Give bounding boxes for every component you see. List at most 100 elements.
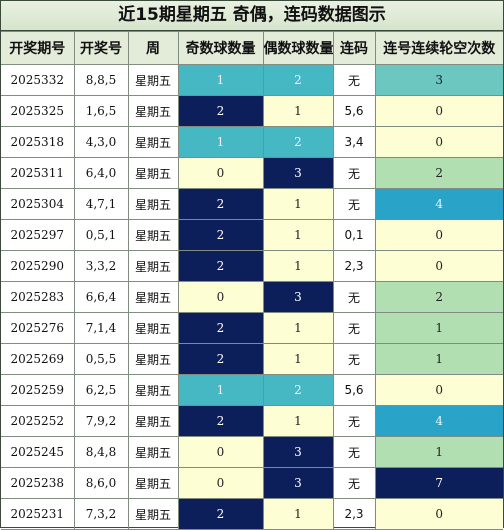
cell-weekday: 星期五 <box>127 343 179 375</box>
col-header-odd-count: 奇数球数量 <box>177 31 264 65</box>
table-row: 2025259 6,2,5 星期五 1 2 5,6 0 <box>1 374 503 406</box>
cell-numbers: 0,5,5 <box>73 343 129 375</box>
cell-issue: 2025283 <box>1 281 75 313</box>
table-row: 2025276 7,1,4 星期五 2 1 无 1 <box>1 312 503 344</box>
cell-issue: 2025276 <box>1 312 75 344</box>
cell-odd-count: 1 <box>177 126 264 158</box>
col-header-gap-streak: 连号连续轮空次数 <box>374 31 503 65</box>
cell-issue: 2025238 <box>1 467 75 499</box>
cell-odd-count: 1 <box>177 64 264 96</box>
cell-even-count: 1 <box>262 188 334 220</box>
page-title: 近15期星期五 奇偶，连码数据图示 <box>1 1 503 31</box>
cell-even-count: 1 <box>262 95 334 127</box>
cell-gap-streak: 1 <box>374 343 503 375</box>
cell-consecutive: 2,3 <box>332 250 376 282</box>
cell-numbers: 8,8,5 <box>73 64 129 96</box>
cell-consecutive: 无 <box>332 405 376 437</box>
cell-even-count: 2 <box>262 126 334 158</box>
cell-gap-streak: 0 <box>374 219 503 251</box>
cell-gap-streak: 0 <box>374 498 503 530</box>
cell-consecutive: 3,4 <box>332 126 376 158</box>
cell-even-count: 1 <box>262 312 334 344</box>
cell-weekday: 星期五 <box>127 188 179 220</box>
cell-issue: 2025325 <box>1 95 75 127</box>
cell-numbers: 4,3,0 <box>73 126 129 158</box>
cell-gap-streak: 4 <box>374 188 503 220</box>
cell-odd-count: 0 <box>177 467 264 499</box>
cell-issue: 2025252 <box>1 405 75 437</box>
cell-even-count: 3 <box>262 157 334 189</box>
cell-consecutive: 5,6 <box>332 374 376 406</box>
cell-numbers: 8,6,0 <box>73 467 129 499</box>
cell-consecutive: 无 <box>332 436 376 468</box>
cell-weekday: 星期五 <box>127 250 179 282</box>
cell-consecutive: 无 <box>332 281 376 313</box>
cell-issue: 2025311 <box>1 157 75 189</box>
cell-weekday: 星期五 <box>127 436 179 468</box>
cell-even-count: 3 <box>262 436 334 468</box>
cell-even-count: 2 <box>262 374 334 406</box>
cell-weekday: 星期五 <box>127 95 179 127</box>
cell-gap-streak: 1 <box>374 312 503 344</box>
cell-gap-streak: 7 <box>374 467 503 499</box>
table-row: 2025311 6,4,0 星期五 0 3 无 2 <box>1 157 503 189</box>
cell-gap-streak: 0 <box>374 250 503 282</box>
cell-even-count: 3 <box>262 281 334 313</box>
cell-numbers: 4,7,1 <box>73 188 129 220</box>
cell-gap-streak: 2 <box>374 281 503 313</box>
table-row: 2025332 8,8,5 星期五 1 2 无 3 <box>1 64 503 96</box>
cell-even-count: 1 <box>262 343 334 375</box>
cell-weekday: 星期五 <box>127 498 179 530</box>
cell-odd-count: 1 <box>177 374 264 406</box>
cell-odd-count: 0 <box>177 436 264 468</box>
cell-issue: 2025304 <box>1 188 75 220</box>
cell-issue: 2025245 <box>1 436 75 468</box>
cell-gap-streak: 1 <box>374 436 503 468</box>
cell-numbers: 1,6,5 <box>73 95 129 127</box>
cell-numbers: 3,3,2 <box>73 250 129 282</box>
table-row: 2025231 7,3,2 星期五 2 1 2,3 0 <box>1 498 503 530</box>
table-row: 2025283 6,6,4 星期五 0 3 无 2 <box>1 281 503 313</box>
cell-weekday: 星期五 <box>127 64 179 96</box>
cell-odd-count: 2 <box>177 219 264 251</box>
cell-even-count: 1 <box>262 498 334 530</box>
table-row: 2025245 8,4,8 星期五 0 3 无 1 <box>1 436 503 468</box>
cell-consecutive: 无 <box>332 64 376 96</box>
table-body: 2025332 8,8,5 星期五 1 2 无 3 2025325 1,6,5 星期五 2 1 5,6 0… <box>1 64 503 530</box>
cell-gap-streak: 0 <box>374 126 503 158</box>
col-header-even-count: 偶数球数量 <box>262 31 334 65</box>
table-row: 2025290 3,3,2 星期五 2 1 2,3 0 <box>1 250 503 282</box>
cell-issue: 2025318 <box>1 126 75 158</box>
cell-numbers: 7,1,4 <box>73 312 129 344</box>
cell-issue: 2025332 <box>1 64 75 96</box>
cell-weekday: 星期五 <box>127 405 179 437</box>
cell-odd-count: 2 <box>177 343 264 375</box>
cell-issue: 2025259 <box>1 374 75 406</box>
table-row: 2025304 4,7,1 星期五 2 1 无 4 <box>1 188 503 220</box>
cell-weekday: 星期五 <box>127 312 179 344</box>
cell-gap-streak: 0 <box>374 374 503 406</box>
cell-consecutive: 无 <box>332 467 376 499</box>
col-header-weekday: 周 <box>127 31 179 65</box>
cell-gap-streak: 4 <box>374 405 503 437</box>
cell-weekday: 星期五 <box>127 126 179 158</box>
cell-even-count: 2 <box>262 64 334 96</box>
cell-consecutive: 5,6 <box>332 95 376 127</box>
cell-consecutive: 无 <box>332 157 376 189</box>
cell-numbers: 7,3,2 <box>73 498 129 530</box>
cell-consecutive: 0,1 <box>332 219 376 251</box>
cell-even-count: 1 <box>262 405 334 437</box>
cell-issue: 2025297 <box>1 219 75 251</box>
cell-weekday: 星期五 <box>127 219 179 251</box>
cell-numbers: 6,4,0 <box>73 157 129 189</box>
cell-weekday: 星期五 <box>127 374 179 406</box>
cell-gap-streak: 2 <box>374 157 503 189</box>
cell-odd-count: 0 <box>177 157 264 189</box>
cell-consecutive: 无 <box>332 343 376 375</box>
cell-weekday: 星期五 <box>127 281 179 313</box>
cell-gap-streak: 3 <box>374 64 503 96</box>
cell-odd-count: 0 <box>177 281 264 313</box>
cell-numbers: 6,2,5 <box>73 374 129 406</box>
cell-weekday: 星期五 <box>127 157 179 189</box>
